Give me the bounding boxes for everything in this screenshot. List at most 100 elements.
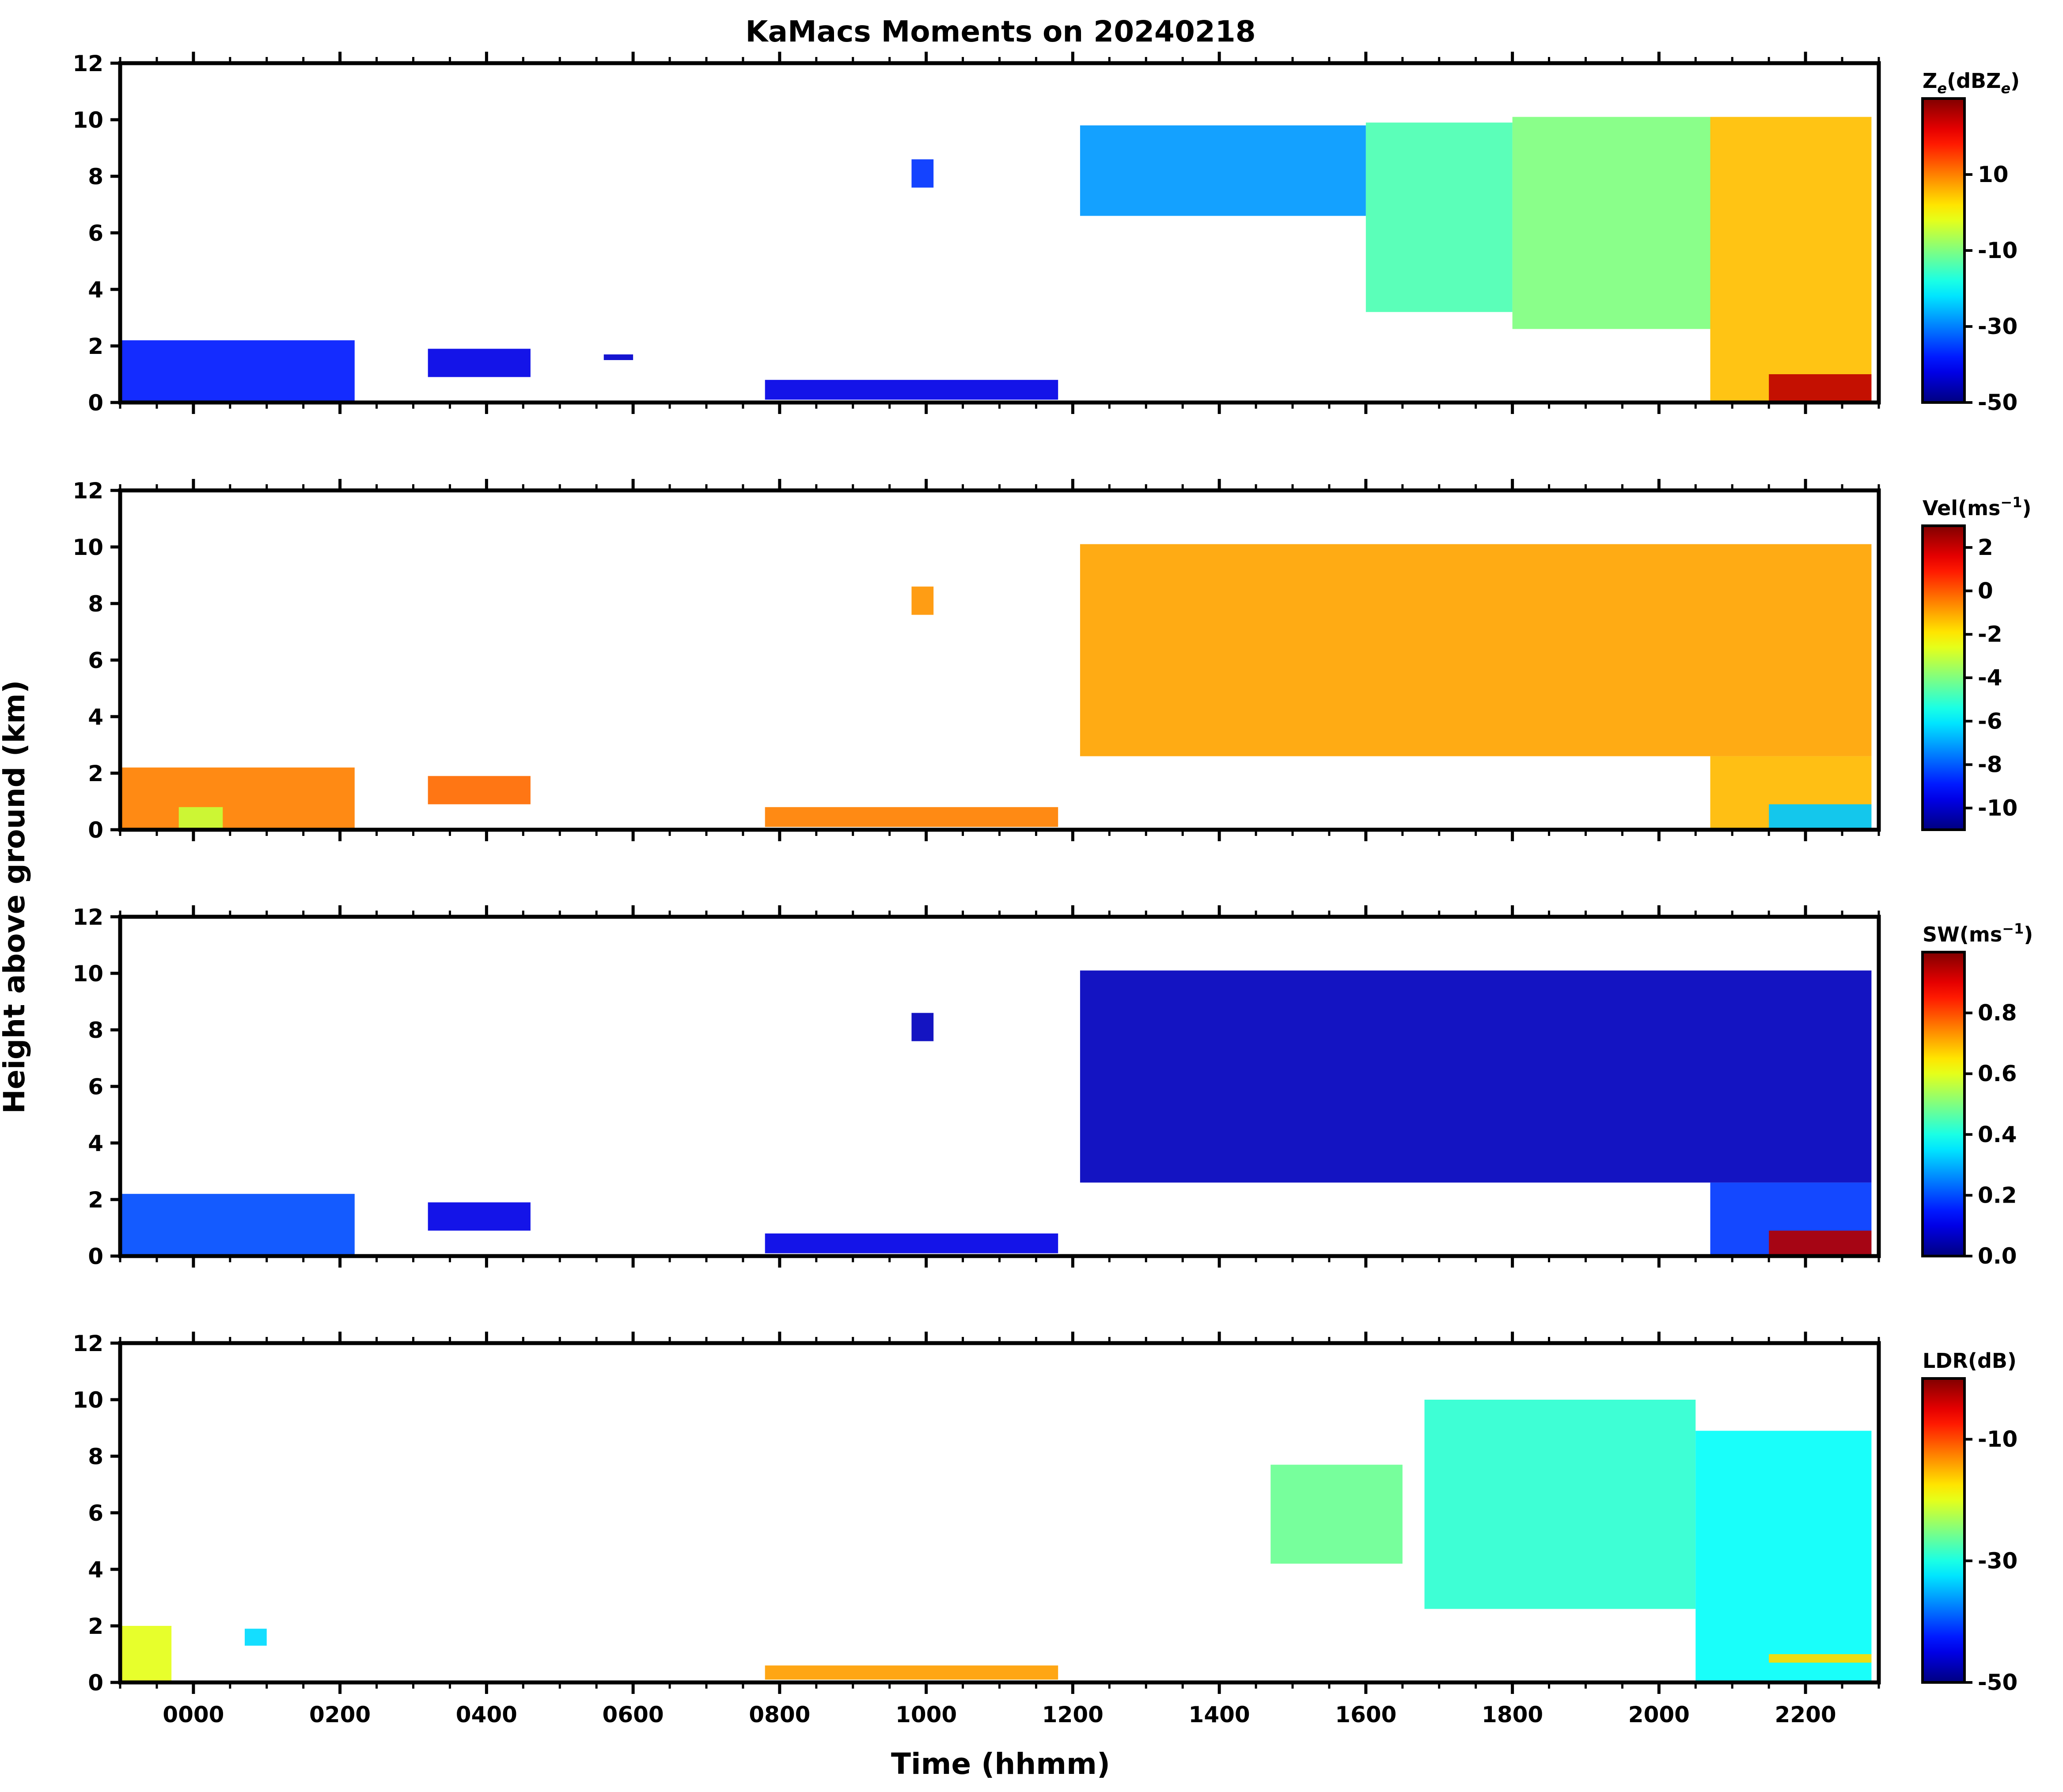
echo-region bbox=[1080, 970, 1872, 1183]
echo-region bbox=[1365, 122, 1513, 312]
colorbar-tick-label: 10 bbox=[1978, 162, 2009, 187]
y-tick-label: 8 bbox=[88, 591, 103, 617]
colorbar bbox=[1921, 1377, 1966, 1684]
colorbar-tick-label: -6 bbox=[1978, 708, 2002, 734]
y-tick-label: 12 bbox=[72, 1331, 103, 1356]
echo-region bbox=[1710, 117, 1872, 402]
colorbar-tick-label: -30 bbox=[1978, 1548, 2017, 1574]
colorbar-title: Ze(dBZe) bbox=[1923, 69, 2020, 97]
colorbar-title: Vel(ms−1) bbox=[1923, 494, 2032, 520]
echo-region bbox=[120, 767, 355, 830]
echo-region bbox=[1769, 1654, 1872, 1663]
echo-region bbox=[1080, 125, 1366, 216]
y-axis-label: Height above ground (km) bbox=[0, 680, 31, 1114]
echo-layer bbox=[120, 1400, 1872, 1682]
echo-layer bbox=[120, 117, 1872, 402]
echo-region bbox=[765, 1233, 1058, 1253]
colorbar-tick-label: -30 bbox=[1978, 314, 2017, 339]
x-tick-label: 1200 bbox=[1042, 1702, 1104, 1727]
y-tick-label: 6 bbox=[88, 1500, 103, 1526]
y-tick-label: 10 bbox=[72, 107, 103, 133]
colorbar-tick-label: 0.2 bbox=[1978, 1182, 2017, 1208]
y-tick-label: 10 bbox=[72, 1387, 103, 1413]
colorbar-tick-label: 0.6 bbox=[1978, 1061, 2017, 1086]
echo-region bbox=[120, 1194, 355, 1256]
colorbar-tick-label: -50 bbox=[1978, 1670, 2017, 1695]
x-tick-label: 0400 bbox=[456, 1702, 517, 1727]
x-tick-label: 2200 bbox=[1775, 1702, 1836, 1727]
panel-ldr: 0 2 4 6 8 10 12 -10 -30 -50 LDR(dB) bbox=[72, 1331, 2017, 1696]
echo-region bbox=[603, 354, 633, 360]
y-tick-label: 2 bbox=[88, 1187, 103, 1213]
echo-region bbox=[120, 1626, 172, 1682]
echo-region bbox=[244, 1629, 267, 1646]
x-tick-label: 1600 bbox=[1335, 1702, 1396, 1727]
echo-region bbox=[911, 1013, 934, 1041]
colorbar bbox=[1921, 97, 1966, 404]
y-tick-label: 10 bbox=[72, 535, 103, 560]
echo-layer bbox=[120, 544, 1872, 830]
colorbar bbox=[1921, 524, 1966, 831]
y-tick-label: 8 bbox=[88, 1017, 103, 1043]
echo-region bbox=[1080, 544, 1872, 756]
y-tick-label: 2 bbox=[88, 334, 103, 359]
panel-ze: 0 2 4 6 8 10 12 10 -10 -30 -50 Ze(dBZe) bbox=[72, 51, 2020, 416]
y-tick-label: 12 bbox=[72, 51, 103, 76]
x-tick-label: 0600 bbox=[603, 1702, 664, 1727]
echo-layer bbox=[120, 970, 1872, 1256]
panel-sw: 0 2 4 6 8 10 12 0.8 0.6 0.4 0.2 0.0 SW(ms−1) bbox=[72, 904, 2033, 1269]
x-tick-label: 1800 bbox=[1482, 1702, 1543, 1727]
y-tick-label: 0 bbox=[88, 1244, 103, 1269]
colorbar-tick-label: -10 bbox=[1978, 1427, 2017, 1452]
echo-region bbox=[428, 1202, 531, 1231]
y-tick-label: 2 bbox=[88, 761, 103, 786]
panel-vel: 0 2 4 6 8 10 12 2 0 -2 -4 -6 -8 -10 Vel(ms−1) bbox=[72, 478, 2031, 843]
y-tick-label: 8 bbox=[88, 164, 103, 190]
colorbar-tick-label: -2 bbox=[1978, 622, 2002, 647]
echo-region bbox=[120, 340, 355, 402]
x-tick-label: 0800 bbox=[749, 1702, 810, 1727]
colorbar bbox=[1921, 951, 1966, 1257]
colorbar-tick-label: -8 bbox=[1978, 752, 2002, 778]
x-tick-label: 1400 bbox=[1189, 1702, 1250, 1727]
colorbar-tick-label: 0.4 bbox=[1978, 1122, 2017, 1147]
echo-region bbox=[178, 807, 223, 830]
colorbar-tick-label: 2 bbox=[1978, 535, 1993, 560]
y-tick-label: 0 bbox=[88, 817, 103, 843]
x-tick-labels: 0000 0200 0400 0600 0800 1000 1200 1400 1600 1800… bbox=[163, 1702, 1836, 1727]
x-tick-label: 0200 bbox=[309, 1702, 371, 1727]
chart-title: KaMacs Moments on 20240218 bbox=[745, 15, 1255, 49]
y-tick-label: 4 bbox=[88, 1557, 103, 1583]
y-tick-label: 4 bbox=[88, 1131, 103, 1156]
echo-region bbox=[1424, 1400, 1696, 1609]
echo-region bbox=[1769, 1230, 1872, 1256]
y-tick-label: 4 bbox=[88, 704, 103, 730]
y-tick-label: 6 bbox=[88, 1074, 103, 1100]
colorbar-title: LDR(dB) bbox=[1923, 1349, 2017, 1373]
y-tick-label: 12 bbox=[72, 478, 103, 504]
colorbar-tick-label: -10 bbox=[1978, 795, 2017, 821]
y-tick-label: 0 bbox=[88, 1670, 103, 1696]
x-axis-label: Time (hhmm) bbox=[891, 1747, 1110, 1781]
colorbar-tick-label: -50 bbox=[1978, 390, 2017, 415]
colorbar-tick-label: -10 bbox=[1978, 238, 2017, 263]
panels: 0 2 4 6 8 10 12 10 -10 -30 -50 Ze(dBZe) 0 2 4 6 8 10 12 2 0 -… bbox=[72, 51, 2033, 1727]
colorbar-tick-label: 0 bbox=[1978, 578, 1993, 604]
echo-region bbox=[1695, 1431, 1872, 1682]
y-tick-label: 6 bbox=[88, 648, 103, 673]
colorbar-tick-label: 0.0 bbox=[1978, 1243, 2017, 1269]
echo-region bbox=[765, 380, 1058, 400]
y-tick-label: 10 bbox=[72, 961, 103, 987]
x-tick-label: 0000 bbox=[163, 1702, 224, 1727]
colorbar-tick-label: 0.8 bbox=[1978, 1000, 2017, 1026]
y-tick-label: 2 bbox=[88, 1614, 103, 1639]
y-tick-label: 0 bbox=[88, 390, 103, 416]
echo-region bbox=[1769, 804, 1872, 830]
y-tick-label: 6 bbox=[88, 220, 103, 246]
echo-region bbox=[428, 776, 531, 805]
echo-region bbox=[911, 586, 934, 615]
colorbar-title: SW(ms−1) bbox=[1923, 920, 2033, 946]
x-tick-label: 1000 bbox=[895, 1702, 957, 1727]
colorbar-tick-label: -4 bbox=[1978, 665, 2002, 691]
